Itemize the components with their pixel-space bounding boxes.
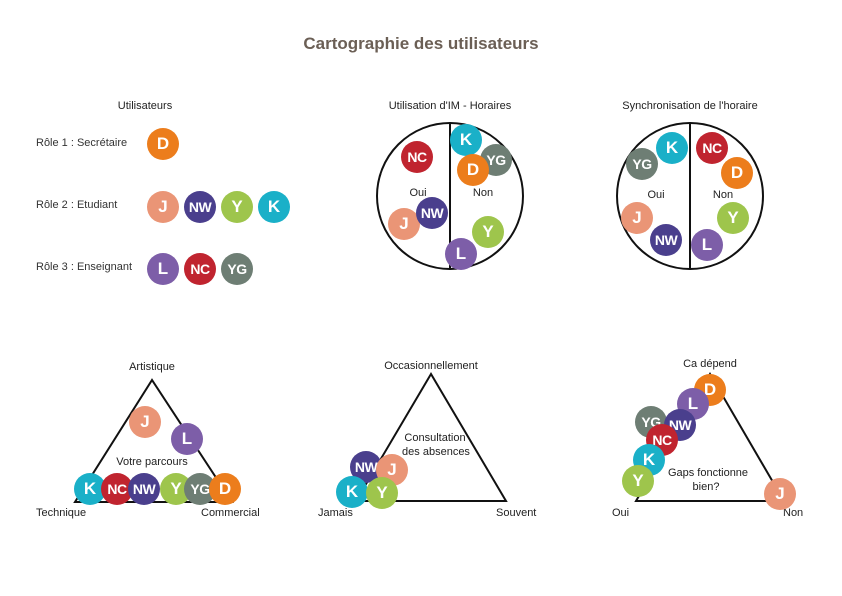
triangle1-bubble-YG: YG [184, 473, 216, 505]
circle2-heading: Synchronisation de l'horaire [622, 100, 758, 112]
user-bubble-L: L [147, 253, 179, 285]
triangle3-center-text-2: bien? [692, 481, 720, 493]
triangle3-center-text-1: Gaps fonctionne [667, 467, 749, 479]
triangle1-bubble-L: L [171, 423, 203, 455]
triangle2-outline [354, 372, 508, 502]
user-bubble-NW: NW [184, 191, 216, 223]
role-1-label: Rôle 1 : Secrétaire [36, 137, 128, 149]
triangle1-bubble-D: D [209, 473, 241, 505]
circle1-right-label: Non [472, 187, 494, 199]
circle1-heading: Utilisation d'IM - Horaires [388, 100, 512, 112]
triangle3-bubble-J: J [764, 478, 796, 510]
circle1-bubble-J: J [388, 208, 420, 240]
triangle3-right-label: Non [783, 507, 804, 519]
triangle1-bubble-NC: NC [101, 473, 133, 505]
triangle1-left-label: Technique [36, 507, 87, 519]
user-bubble-YG: YG [221, 253, 253, 285]
user-bubble-Y: Y [221, 191, 253, 223]
circle1-bubble-NW: NW [416, 197, 448, 229]
circle2-bubble-J: J [621, 202, 653, 234]
triangle1-bubble-NW: NW [128, 473, 160, 505]
page-title: Cartographie des utilisateurs [303, 34, 539, 53]
triangle1-top-label: Artistique [129, 361, 175, 373]
triangle1-bubble-K: K [74, 473, 106, 505]
users-heading: Utilisateurs [117, 100, 173, 112]
triangle3-left-label: Oui [612, 507, 630, 519]
triangle2-right-label: Souvent [496, 507, 537, 519]
triangle3-top-label: Ca dépend [683, 358, 737, 370]
circle1-bubble-D: D [457, 154, 489, 186]
user-bubble-J: J [147, 191, 179, 223]
user-bubble-NC: NC [184, 253, 216, 285]
triangle2-center-text-1: Consultation [404, 432, 466, 444]
triangle2-center-text-2: des absences [402, 446, 470, 458]
triangle1-center-text: Votre parcours [116, 456, 188, 468]
role-3-label: Rôle 3 : Enseignant [36, 261, 133, 273]
triangle2-bubble-Y: Y [366, 477, 398, 509]
triangle2-top-label: Occasionnellement [384, 360, 478, 372]
triangle1-bubble-J: J [129, 406, 161, 438]
circle2-right-label: Non [712, 189, 734, 201]
role-2-label: Rôle 2 : Etudiant [36, 199, 118, 211]
circle2-left-label: Oui [647, 189, 665, 201]
circle1-left-label: Oui [409, 187, 427, 199]
circle2-bubble-YG: YG [626, 148, 658, 180]
user-bubble-K: K [258, 191, 290, 223]
circle2-bubble-NW: NW [650, 224, 682, 256]
circle2-bubble-K: K [656, 132, 688, 164]
user-bubble-D: D [147, 128, 179, 160]
circle2-bubble-NC: NC [696, 132, 728, 164]
triangle2-left-label: Jamais [318, 507, 353, 519]
circle2-bubble-Y: Y [717, 202, 749, 234]
circle2-bubble-L: L [691, 229, 723, 261]
circle2-bubble-D: D [721, 157, 753, 189]
triangle1-right-label: Commercial [201, 507, 260, 519]
circle1-bubble-L: L [445, 238, 477, 270]
triangle3-bubble-Y: Y [622, 465, 654, 497]
triangle2-bubble-K: K [336, 476, 368, 508]
circle1-bubble-NC: NC [401, 141, 433, 173]
circle1-bubble-Y: Y [472, 216, 504, 248]
circle1-bubble-K: K [450, 124, 482, 156]
